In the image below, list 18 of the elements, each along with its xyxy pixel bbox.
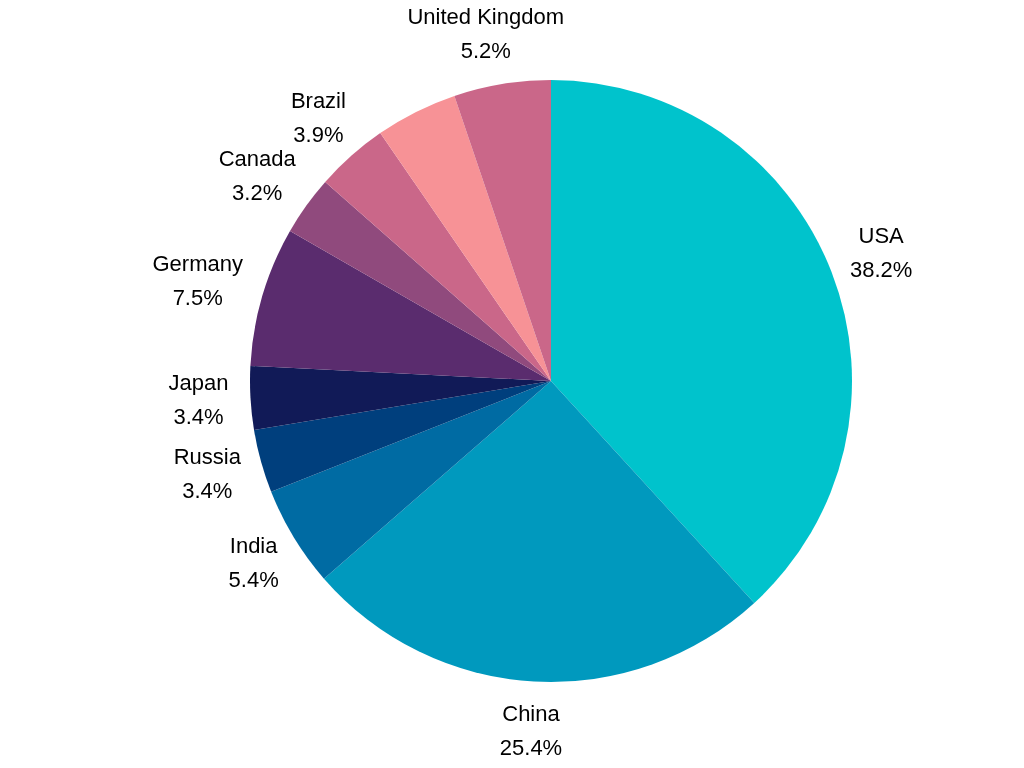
data-label: 7.5% [172, 285, 223, 311]
slice-label: China [502, 700, 561, 726]
slice-label: India [229, 532, 279, 558]
data-label: 5.2% [460, 37, 511, 63]
slice-label: Russia [173, 443, 242, 469]
data-label: 3.4% [173, 403, 224, 429]
data-label: 3.4% [182, 477, 233, 503]
slice-label: USA [858, 222, 905, 248]
data-label: 5.4% [228, 566, 279, 592]
slice-label: Canada [218, 145, 297, 171]
slice-label: Germany [152, 251, 243, 277]
data-label: 3.2% [232, 179, 283, 205]
slice-label: United Kingdom [407, 3, 565, 29]
slice-label: Japan [168, 369, 229, 395]
data-label: 25.4% [499, 734, 563, 760]
data-label: 3.9% [293, 121, 344, 147]
slice-label: Brazil [290, 87, 346, 113]
data-label: 38.2% [849, 256, 913, 282]
